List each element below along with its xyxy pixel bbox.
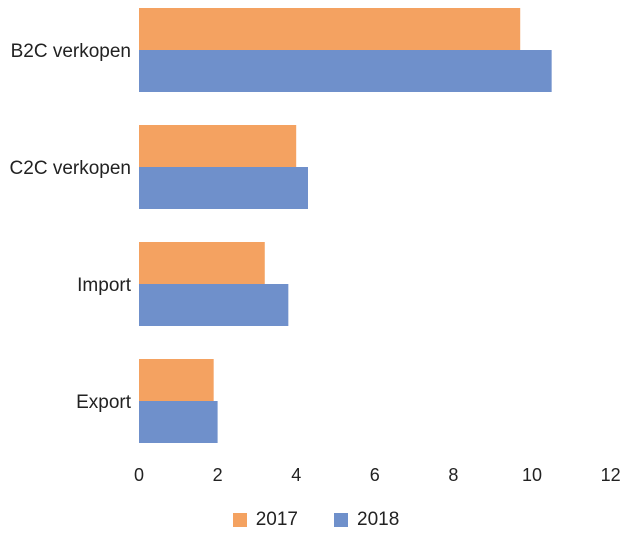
category-label: C2C verkopen — [10, 158, 131, 179]
legend-item-2017: 2017 — [232, 509, 298, 531]
x-tick-label: 4 — [291, 465, 301, 485]
x-tick-label: 8 — [448, 465, 458, 485]
legend-swatch-2017 — [232, 513, 247, 527]
legend-label-2018: 2018 — [357, 509, 400, 530]
bar-c2c-verkopen-2017 — [139, 125, 297, 167]
bar-b2c-verkopen-2018 — [139, 50, 552, 92]
legend-item-2018: 2018 — [334, 509, 399, 531]
bar-import-2018 — [139, 284, 289, 326]
x-tick-label: 2 — [213, 465, 223, 485]
bar-b2c-verkopen-2017 — [139, 8, 521, 50]
category-label: Export — [76, 392, 132, 413]
bar-import-2017 — [139, 242, 265, 284]
category-labels: B2C verkopen C2C verkopen Import Export — [10, 41, 132, 413]
x-axis-ticks: 0 2 4 6 8 10 12 — [134, 465, 621, 485]
x-tick-label: 10 — [522, 465, 542, 485]
x-tick-label: 12 — [601, 465, 621, 485]
category-label: Import — [77, 275, 132, 296]
legend-label-2017: 2017 — [255, 509, 298, 530]
bar-export-2018 — [139, 401, 218, 443]
legend: 2017 2018 — [0, 506, 632, 534]
x-tick-label: 6 — [370, 465, 380, 485]
bar-chart: B2C verkopen C2C verkopen Import Export 0 2 4… — [10, 8, 621, 485]
category-label: B2C verkopen — [11, 41, 131, 62]
x-tick-label: 0 — [134, 465, 144, 485]
legend-swatch-2018 — [334, 513, 348, 527]
bars-group — [139, 8, 552, 443]
bar-c2c-verkopen-2018 — [139, 167, 308, 209]
bar-export-2017 — [139, 359, 214, 401]
